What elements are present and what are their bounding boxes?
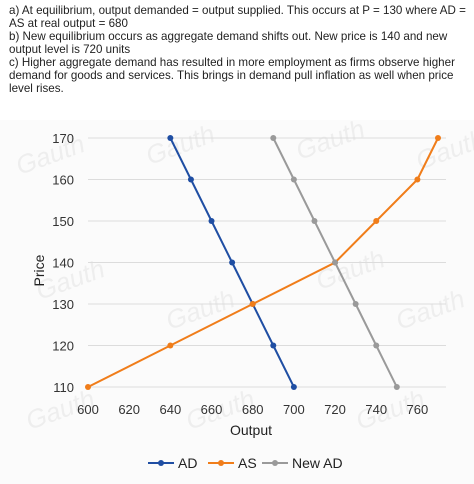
x-tick-label: 600 [77,402,99,417]
data-point-ad [270,342,277,349]
data-point-ad [187,176,194,183]
y-tick-label: 150 [52,214,74,229]
answer-b: b) New equilibrium occurs as aggregate d… [9,30,448,56]
legend-label-new-ad: New AD [292,455,343,471]
data-point-as [167,342,174,349]
data-point-new-ad [290,176,297,183]
data-point-new-ad [352,301,359,307]
answer-a: a) At equilibrium, output demanded = out… [9,4,466,30]
watermark-text: Gauth [412,123,474,175]
chart-panel [0,120,474,484]
data-point-as [249,301,256,307]
y-tick-label: 170 [52,131,74,146]
y-tick-label: 110 [53,380,74,395]
data-point-as [85,384,91,390]
y-tick-label: 140 [52,256,74,271]
explanation-text: a) At equilibrium, output demanded = out… [9,4,467,95]
y-tick-label: 120 [52,339,74,354]
x-tick-label: 620 [118,402,140,417]
data-point-as [373,218,380,224]
data-point-new-ad [393,384,400,390]
x-tick-label: 680 [242,402,264,417]
x-tick-label: 660 [201,402,223,417]
x-tick-label: 760 [407,402,429,417]
legend-label-ad: AD [178,455,197,471]
watermark-text: Gauth [392,283,469,335]
legend-marker-new-ad [272,460,278,466]
data-point-new-ad [373,342,380,349]
y-axis-title: Price [31,254,47,286]
x-tick-label: 640 [160,402,182,417]
data-point-ad [208,218,215,224]
x-tick-label: 720 [324,402,346,417]
data-point-ad [167,135,174,141]
data-point-new-ad [270,135,277,141]
legend-label-as: AS [238,455,257,471]
data-point-new-ad [311,218,318,224]
y-tick-label: 160 [52,173,74,188]
data-point-as [435,135,441,141]
data-point-ad [229,259,236,266]
x-tick-label: 740 [365,402,387,417]
data-point-ad [290,384,297,390]
answer-c: c) Higher aggregate demand has resulted … [9,56,455,95]
data-point-as [414,176,421,183]
watermark-text: Gauth [292,113,369,165]
data-point-new-ad [332,259,339,266]
legend-marker-as [218,460,224,466]
watermark-text: Gauth [12,128,89,180]
y-tick-label: 130 [52,297,74,312]
legend-marker-ad [158,460,164,466]
watermark-text: Gauth [162,283,239,335]
watermark-text: Gauth [142,118,219,170]
x-axis-title: Output [230,422,272,438]
x-tick-label: 700 [283,402,305,417]
